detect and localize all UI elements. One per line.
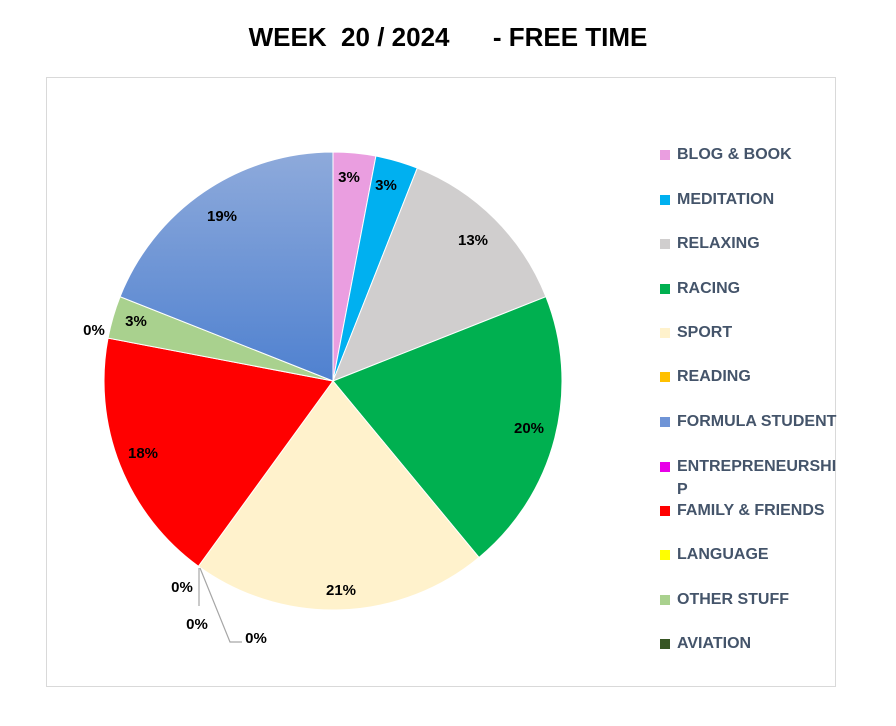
legend-swatch: [660, 506, 670, 516]
legend-label: MEDITATION: [677, 191, 775, 208]
data-label-formula-student: 19%: [207, 208, 237, 225]
slice-formula-student: [119, 151, 334, 382]
legend-swatch: [660, 195, 670, 205]
legend-label: SPORT: [677, 324, 733, 341]
legend-label: AVIATION: [677, 635, 752, 652]
leader-line-2: [199, 567, 242, 643]
slice-sport: [197, 380, 480, 611]
data-label-family-friends: 18%: [128, 445, 158, 462]
slice-relaxing: [332, 167, 547, 382]
data-label-other-stuff: 3%: [125, 313, 147, 330]
legend-swatch: [660, 462, 670, 472]
legend-swatch: [660, 550, 670, 560]
leader-lines: [198, 567, 242, 643]
legend-swatch: [660, 239, 670, 249]
legend-label: BLOG & BOOK: [677, 146, 792, 163]
legend-swatch: [660, 328, 670, 338]
legend-swatch: [660, 372, 670, 382]
data-label-meditation: 3%: [375, 177, 397, 194]
legend-label: OTHER STUFF: [677, 591, 789, 608]
legend-swatch: [660, 150, 670, 160]
data-label-language: 0%: [245, 630, 267, 647]
data-label-sport: 21%: [326, 582, 356, 599]
pie-slices: [103, 151, 563, 611]
legend-swatch: [660, 639, 670, 649]
legend-label: FORMULA STUDENT: [677, 413, 837, 430]
chart-title: WEEK 20 / 2024 - FREE TIME: [248, 22, 648, 52]
data-labels: 3% 3% 13% 20% 21% 0% 0% 0% 18% 0% 3% 19%: [83, 169, 544, 647]
legend-swatch: [660, 417, 670, 427]
slice-racing: [332, 296, 563, 559]
data-label-entrepreneurship: 0%: [186, 616, 208, 633]
data-label-blog-book: 3%: [338, 169, 360, 186]
legend-label: READING: [677, 368, 751, 385]
legend-label: RELAXING: [677, 235, 760, 252]
legend-swatch: [660, 284, 670, 294]
chart-area: [46, 77, 836, 687]
data-label-relaxing: 13%: [458, 232, 488, 249]
legend-swatch: [660, 595, 670, 605]
legend-label: RACING: [677, 280, 741, 297]
legend-label: FAMILY & FRIENDS: [677, 502, 825, 519]
data-label-racing: 20%: [514, 420, 544, 437]
data-label-aviation: 0%: [83, 322, 105, 339]
slice-family-friends: [103, 337, 334, 567]
data-label-reading: 0%: [171, 579, 193, 596]
legend-label: ENTREPRENEURSHIP: [677, 458, 837, 498]
legend-label: LANGUAGE: [677, 546, 769, 563]
